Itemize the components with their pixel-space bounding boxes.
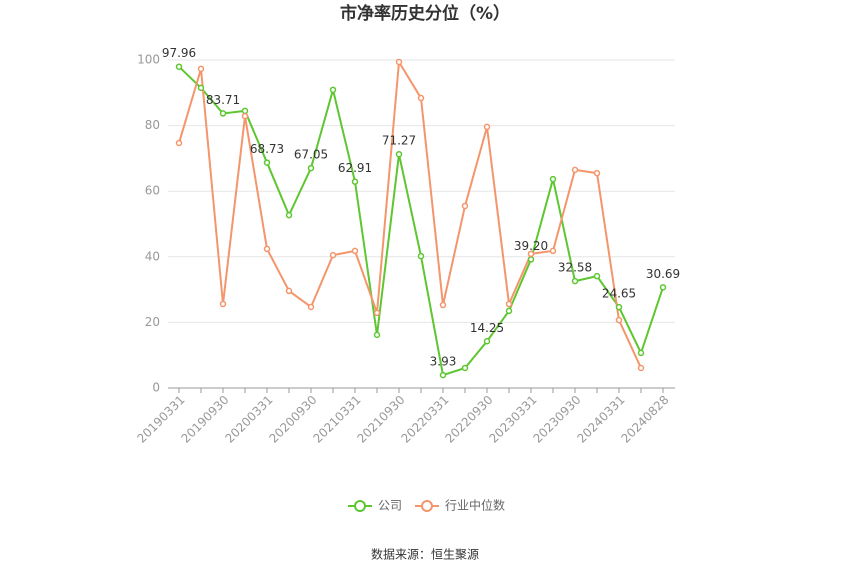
data-point <box>329 86 337 94</box>
data-point <box>549 247 557 255</box>
data-point <box>505 300 513 308</box>
data-point <box>263 159 271 166</box>
data-point <box>483 338 491 345</box>
legend-swatch <box>354 500 366 512</box>
data-point <box>395 58 403 66</box>
legend-label: 公司 <box>378 499 402 513</box>
data-point <box>175 63 183 70</box>
data-point <box>241 112 249 120</box>
data-point <box>571 277 579 285</box>
data-point <box>351 247 359 255</box>
data-point <box>373 331 381 339</box>
data-label: 3.93 <box>430 355 457 369</box>
data-point <box>461 202 469 210</box>
data-label: 24.65 <box>602 287 636 301</box>
data-label: 71.27 <box>382 134 416 148</box>
data-point <box>527 250 535 258</box>
data-point <box>659 284 667 291</box>
data-label: 67.05 <box>294 148 328 162</box>
y-tick-label: 40 <box>145 249 160 263</box>
series-line <box>178 65 664 377</box>
data-label: 62.91 <box>338 161 372 175</box>
data-point <box>483 123 491 131</box>
data-point <box>219 300 227 308</box>
data-point <box>615 316 623 324</box>
data-point <box>285 287 293 295</box>
y-tick-label: 20 <box>145 315 160 329</box>
legend-swatch <box>421 500 433 512</box>
data-point <box>549 175 557 183</box>
y-tick-label: 60 <box>145 184 160 198</box>
source-note: 数据来源：恒生聚源 <box>371 547 479 562</box>
x-tick-label: 20240828 <box>619 393 672 446</box>
data-point <box>417 252 425 260</box>
data-point <box>439 371 447 379</box>
data-point <box>373 309 381 317</box>
data-point <box>307 164 315 172</box>
legend-label: 行业中位数 <box>445 498 505 513</box>
legend-item: 行业中位数 <box>415 498 505 513</box>
data-point <box>285 211 293 219</box>
data-point <box>461 364 469 372</box>
y-tick-label: 0 <box>152 381 160 395</box>
data-point <box>329 251 337 259</box>
data-label: 39.20 <box>514 239 548 253</box>
data-point <box>439 301 447 309</box>
y-tick-label: 80 <box>145 118 160 132</box>
data-point <box>593 272 601 280</box>
data-point <box>197 84 205 92</box>
data-point <box>307 303 315 311</box>
data-point <box>593 169 601 177</box>
data-point <box>395 150 403 158</box>
data-label: 68.73 <box>250 142 284 156</box>
data-point <box>505 307 513 315</box>
data-point <box>571 166 579 174</box>
data-point <box>263 245 271 253</box>
data-label: 83.71 <box>206 93 240 107</box>
data-point <box>637 349 645 357</box>
legend-item: 公司 <box>348 499 402 513</box>
data-label: 97.96 <box>162 46 196 60</box>
data-label: 14.25 <box>470 321 504 335</box>
data-point <box>417 94 425 102</box>
data-point <box>637 364 645 372</box>
data-point <box>527 256 535 263</box>
data-point <box>241 107 249 115</box>
data-label: 30.69 <box>646 267 680 281</box>
data-point <box>197 65 205 73</box>
data-point <box>175 139 183 147</box>
y-tick-label: 100 <box>137 53 160 67</box>
data-label: 32.58 <box>558 261 592 275</box>
data-point <box>351 178 359 185</box>
chart-title: 市净率历史分位（%） <box>340 3 510 24</box>
data-point <box>615 303 623 311</box>
series-line <box>178 58 642 369</box>
data-point <box>219 110 227 117</box>
